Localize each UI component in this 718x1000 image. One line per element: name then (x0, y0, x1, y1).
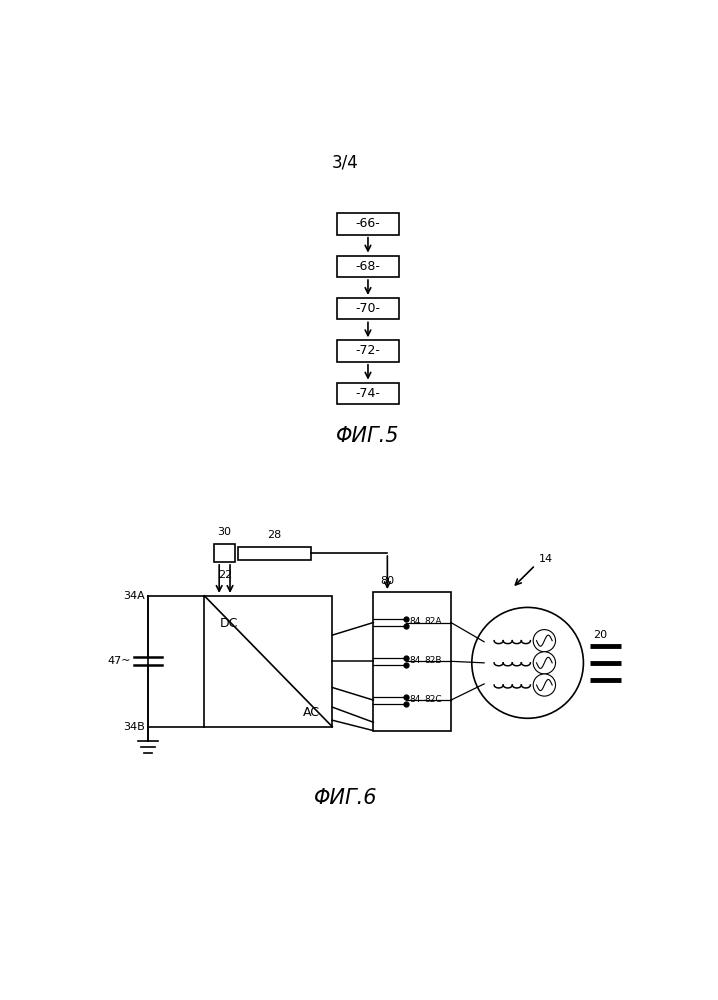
Circle shape (533, 674, 556, 696)
Text: 84: 84 (409, 656, 421, 665)
Text: -72-: -72- (355, 344, 381, 358)
Bar (337, 298, 399, 319)
Text: 28: 28 (268, 530, 281, 540)
Text: 3/4: 3/4 (332, 153, 359, 171)
Text: 34B: 34B (123, 722, 145, 732)
Bar (337, 256, 399, 277)
Text: 20: 20 (593, 630, 607, 640)
Text: 82B: 82B (424, 656, 442, 665)
Circle shape (472, 607, 584, 718)
Text: AC: AC (303, 706, 320, 719)
Text: -70-: -70- (355, 302, 381, 315)
Text: 84: 84 (409, 617, 421, 626)
Bar (337, 340, 399, 362)
Bar (214, 544, 236, 562)
Circle shape (533, 630, 556, 652)
Text: 34A: 34A (123, 591, 145, 601)
Bar (205, 596, 332, 727)
Text: 14: 14 (539, 554, 554, 564)
Text: 30: 30 (218, 527, 232, 537)
Text: -68-: -68- (355, 260, 381, 273)
Bar (337, 213, 399, 235)
Text: 80: 80 (381, 576, 394, 586)
Bar (337, 383, 399, 404)
Text: ΦИГ.5: ΦИГ.5 (336, 426, 400, 446)
Text: 22: 22 (218, 570, 233, 580)
Circle shape (533, 652, 556, 674)
Text: 82A: 82A (424, 617, 442, 626)
Bar (238, 547, 312, 560)
Text: 82C: 82C (424, 695, 442, 704)
Bar (373, 592, 451, 731)
Text: -66-: -66- (355, 217, 381, 230)
Text: ΦИГ.6: ΦИГ.6 (314, 788, 377, 808)
Text: DC: DC (220, 617, 238, 630)
Text: -74-: -74- (355, 387, 381, 400)
Text: 47~: 47~ (107, 656, 131, 666)
Text: 84: 84 (409, 695, 421, 704)
